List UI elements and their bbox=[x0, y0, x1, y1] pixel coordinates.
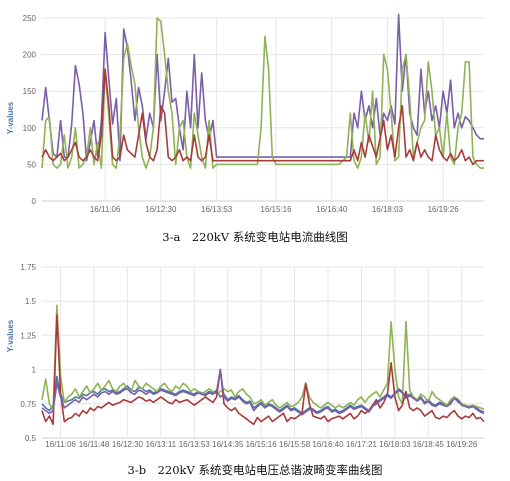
chart-b-grid bbox=[42, 266, 484, 439]
chart-a-xtick-label: 16/12:30 bbox=[145, 205, 177, 214]
chart-b-xtick-label: 16/17:21 bbox=[346, 440, 378, 449]
chart-b-ytick-label: 1.25 bbox=[20, 331, 36, 340]
chart-b-xtick-label: 16/13:11 bbox=[146, 440, 177, 449]
chart-a-ylabel: Y-values bbox=[6, 101, 15, 134]
chart-b-xtick-label: 16/15:16 bbox=[246, 440, 278, 449]
chart-a-xtick-label: 16/13:53 bbox=[201, 205, 233, 214]
chart-b-series-line-4 bbox=[41, 368, 485, 416]
chart-b-series-line-2 bbox=[41, 304, 485, 412]
chart-b-ytick-label: 1.5 bbox=[25, 297, 37, 306]
chart-a-yticks: 0 50 100 150 200 250 bbox=[23, 14, 37, 206]
chart-b-series-line-3 bbox=[41, 314, 485, 426]
chart-b-xtick-label: 16/13:53 bbox=[179, 440, 211, 449]
chart-a-xticks: 16/11:06 16/12:30 16/13:53 16/15:16 16/16:40… bbox=[90, 205, 459, 214]
chart-a-xtick-label: 16/15:16 bbox=[260, 205, 292, 214]
chart-a-ytick-label: 150 bbox=[23, 87, 37, 96]
chart-b-xtick-label: 16/18:45 bbox=[413, 440, 445, 449]
chart-a-series bbox=[41, 13, 484, 169]
chart-b-ytick-label: 0.5 bbox=[25, 434, 37, 443]
chart-b-ylabel: Y-values bbox=[6, 319, 15, 352]
chart-a-ytick-label: 200 bbox=[23, 51, 37, 60]
chart-b-xtick-label: 16/14:35 bbox=[212, 440, 244, 449]
chart-b-xtick-label: 16/11:48 bbox=[79, 440, 110, 449]
chart-b-xtick-label: 16/16:40 bbox=[312, 440, 344, 449]
chart-a-grid bbox=[42, 17, 484, 202]
chart-b-caption: 3-b 220kV 系统变电站电压总谐波畸变率曲线图 bbox=[127, 463, 383, 477]
chart-b-xtick-label: 16/19:26 bbox=[446, 440, 478, 449]
chart-b-xtick-label: 16/18:03 bbox=[379, 440, 411, 449]
chart-b-series bbox=[41, 304, 485, 426]
chart-a-caption: 3-a 220kV 系统变电站电流曲线图 bbox=[162, 230, 348, 244]
chart-b-xtick-label: 16/12:30 bbox=[112, 440, 144, 449]
chart-b-ytick-label: 0.75 bbox=[20, 400, 36, 409]
chart-b-xticks: 16/11:06 16/11:48 16/12:30 16/13:11 16/13:53… bbox=[45, 440, 478, 449]
chart-a-xtick-label: 16/18:03 bbox=[372, 205, 404, 214]
chart-a-xtick-label: 16/16:40 bbox=[316, 205, 348, 214]
chart-b-xtick-label: 16/15:58 bbox=[279, 440, 311, 449]
chart-a-plot: 0 50 100 150 200 250 16/11:06 16/12:30 16/13:53… bbox=[6, 13, 484, 214]
chart-a-series-line-3 bbox=[41, 68, 484, 166]
chart-b-ytick-label: 1 bbox=[32, 366, 37, 375]
chart-a-ytick-label: 0 bbox=[32, 197, 37, 206]
chart-b-ytick-label: 1.75 bbox=[20, 263, 36, 272]
chart-a-xtick-label: 16/11:06 bbox=[90, 205, 121, 214]
chart-a-ytick-label: 50 bbox=[27, 160, 36, 169]
chart-a-series-line-2 bbox=[41, 17, 484, 169]
chart-b-yticks: 0.5 0.75 1 1.25 1.5 1.75 bbox=[20, 263, 36, 443]
chart-a-ytick-label: 250 bbox=[23, 14, 37, 23]
chart-a-xtick-label: 16/19:26 bbox=[428, 205, 460, 214]
chart-b-series-line-1 bbox=[41, 375, 485, 415]
chart-a-ytick-label: 100 bbox=[23, 124, 37, 133]
chart-b-xtick-label: 16/11:06 bbox=[45, 440, 76, 449]
